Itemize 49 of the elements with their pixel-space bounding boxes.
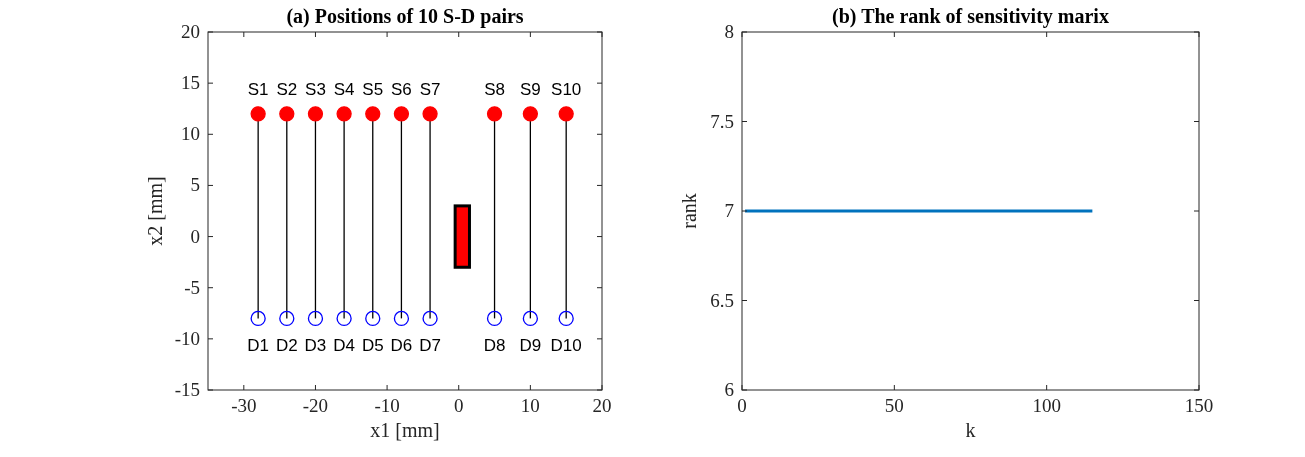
y-tick-label: 6 [724,379,734,400]
x-tick-label: 0 [453,395,464,416]
annotation: D5 [361,336,384,356]
x-tick-label: -30 [231,395,257,416]
annotation: S6 [391,79,412,99]
annotation: D7 [419,336,441,356]
y-tick-label: 0 [190,225,200,247]
annotation: S7 [419,79,441,99]
annotation: D6 [390,336,413,356]
x-tick-label: 50 [884,395,904,416]
y-tick-label: -10 [174,327,200,349]
annotation: S5 [362,79,384,99]
y-tick-label: 7.5 [710,110,734,132]
y-tick-label: 15 [181,72,200,94]
y-tick-label: 10 [181,123,200,145]
annotation: D4 [333,336,355,356]
x-tick-label: 20 [592,395,612,416]
y-tick-label: -5 [184,276,200,298]
annotation: D9 [519,336,542,356]
annotation: D2 [275,336,298,356]
y-tick-label: -15 [174,379,200,400]
y-tick-label: 5 [190,174,200,196]
x-tick-label: -10 [374,395,400,416]
y-axis-title: x2 [mm] [144,176,166,246]
y-axis-title: rank [678,193,700,229]
y-tick-label: 8 [724,21,734,42]
annotation: S9 [519,79,541,99]
y-tick-label: 20 [181,21,200,42]
annotation: D3 [304,336,327,356]
annotation: D8 [483,336,506,356]
y-tick-label: 7 [724,200,734,221]
x-tick-label: 10 [520,395,540,416]
annotation: S10 [551,79,582,99]
x-tick-label: 0 [737,395,747,416]
chart-title: (b) The rank of sensitivity marix [832,5,1109,28]
annotation: S4 [333,79,355,99]
chart-title: (a) Positions of 10 S-D pairs [286,5,524,28]
x-axis-title: k [965,419,976,441]
annotation: D10 [550,336,582,356]
annotation: D1 [247,336,270,356]
y-tick-label: 6.5 [710,289,734,311]
x-tick-label: -20 [302,395,329,416]
annotation: S2 [276,79,298,99]
x-tick-label: 150 [1184,395,1214,416]
annotation: S8 [484,79,505,99]
x-tick-label: 100 [1032,395,1061,416]
annotation: S1 [247,79,269,99]
annotation: S3 [305,79,326,99]
x-axis-title: x1 [mm] [370,419,440,441]
